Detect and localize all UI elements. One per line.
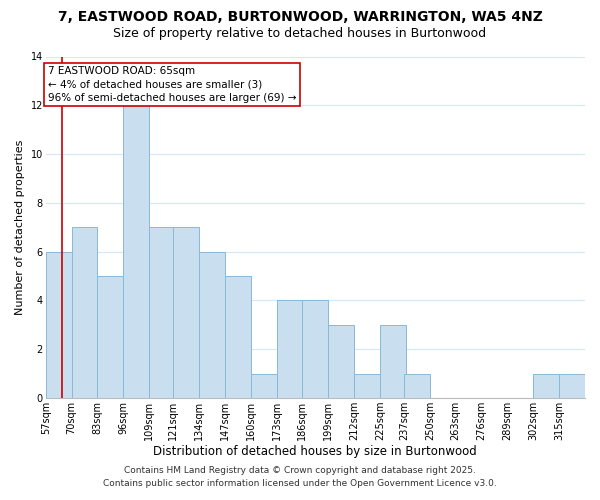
Bar xyxy=(124,106,149,398)
Text: 7 EASTWOOD ROAD: 65sqm
← 4% of detached houses are smaller (3)
96% of semi-detac: 7 EASTWOOD ROAD: 65sqm ← 4% of detached … xyxy=(47,66,296,102)
Bar xyxy=(328,325,354,398)
Bar xyxy=(199,252,225,398)
Y-axis label: Number of detached properties: Number of detached properties xyxy=(15,140,25,315)
Bar xyxy=(173,228,199,398)
Bar xyxy=(225,276,251,398)
Bar xyxy=(559,374,585,398)
Bar xyxy=(533,374,559,398)
Text: 7, EASTWOOD ROAD, BURTONWOOD, WARRINGTON, WA5 4NZ: 7, EASTWOOD ROAD, BURTONWOOD, WARRINGTON… xyxy=(58,10,542,24)
Bar xyxy=(71,228,97,398)
Bar xyxy=(354,374,380,398)
Bar xyxy=(149,228,175,398)
Bar xyxy=(251,374,277,398)
Bar xyxy=(46,252,71,398)
Bar xyxy=(97,276,124,398)
Text: Size of property relative to detached houses in Burtonwood: Size of property relative to detached ho… xyxy=(113,28,487,40)
Bar xyxy=(277,300,302,398)
Bar xyxy=(404,374,430,398)
Bar xyxy=(380,325,406,398)
X-axis label: Distribution of detached houses by size in Burtonwood: Distribution of detached houses by size … xyxy=(154,444,477,458)
Text: Contains HM Land Registry data © Crown copyright and database right 2025.
Contai: Contains HM Land Registry data © Crown c… xyxy=(103,466,497,487)
Bar xyxy=(302,300,328,398)
